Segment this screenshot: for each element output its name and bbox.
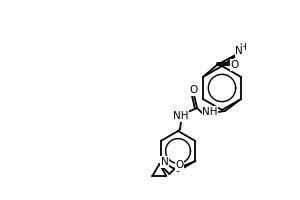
Text: N: N: [235, 46, 243, 56]
Text: N: N: [161, 157, 169, 167]
Text: NH: NH: [202, 107, 218, 117]
Text: O: O: [231, 60, 239, 70]
Text: NH: NH: [173, 111, 189, 121]
Text: H: H: [238, 43, 245, 51]
Text: O: O: [189, 85, 197, 95]
Text: O: O: [175, 160, 184, 170]
